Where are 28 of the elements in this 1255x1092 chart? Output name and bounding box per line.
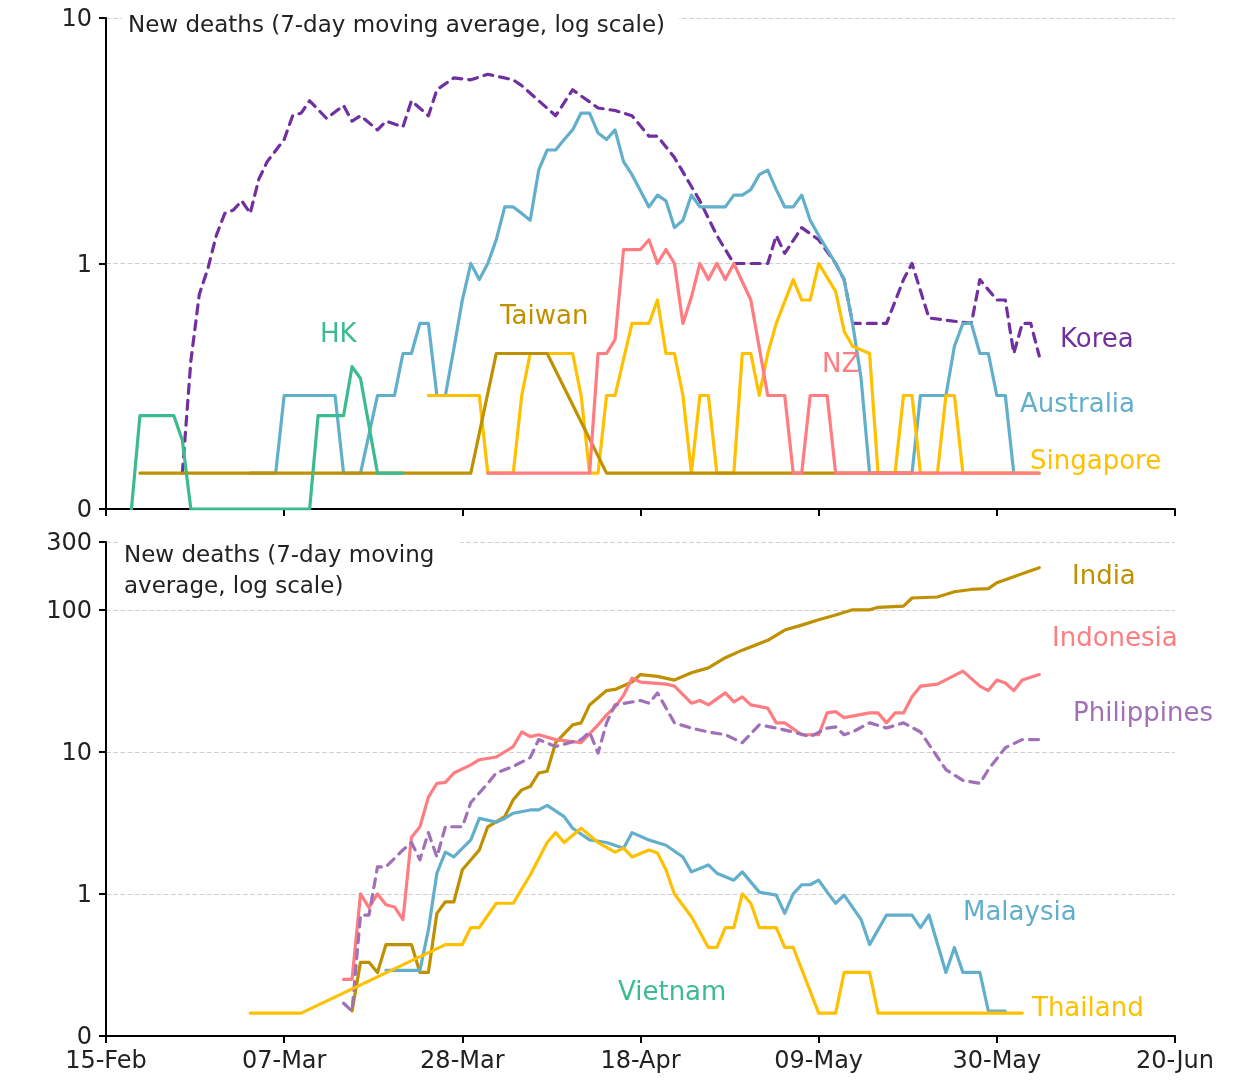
- x-tick-label: 20-Jun: [1135, 1046, 1215, 1074]
- line-series: [129, 365, 405, 511]
- y-tick-label: 10: [61, 4, 92, 32]
- series-label: Taiwan: [499, 300, 589, 330]
- series-label: Korea: [1060, 323, 1134, 353]
- series-label: NZ: [822, 348, 860, 378]
- series-label: HK: [320, 318, 358, 348]
- x-tick-label: 18-Apr: [600, 1046, 681, 1074]
- series-label: Thailand: [1031, 992, 1144, 1022]
- series-label: Malaysia: [963, 896, 1077, 926]
- x-tick-label: 09-May: [774, 1046, 864, 1074]
- y-tick-label: 10: [61, 737, 92, 766]
- text: New deaths (7-day moving average, log scale): [124, 540, 442, 598]
- x-tick-label: 07-Mar: [241, 1046, 327, 1074]
- series-label: Indonesia: [1052, 622, 1178, 652]
- series-label: Philippines: [1073, 697, 1214, 727]
- x-tick-label: 30-May: [952, 1046, 1042, 1074]
- x-tick-label: 28-Mar: [420, 1046, 505, 1074]
- annotation: Vietnam: [618, 976, 727, 1006]
- y-tick-label: 1: [76, 249, 92, 278]
- series-label: Australia: [1020, 388, 1136, 418]
- series-label: Singapore: [1030, 445, 1162, 475]
- y-tick-label: 300: [46, 528, 92, 556]
- series-label: India: [1072, 560, 1136, 590]
- chart-title: New deaths (7-day moving average, log scale): [128, 10, 666, 37]
- y-tick-label: 100: [46, 595, 92, 624]
- y-tick-label: 1: [76, 879, 92, 908]
- y-tick-label: 0: [76, 495, 92, 523]
